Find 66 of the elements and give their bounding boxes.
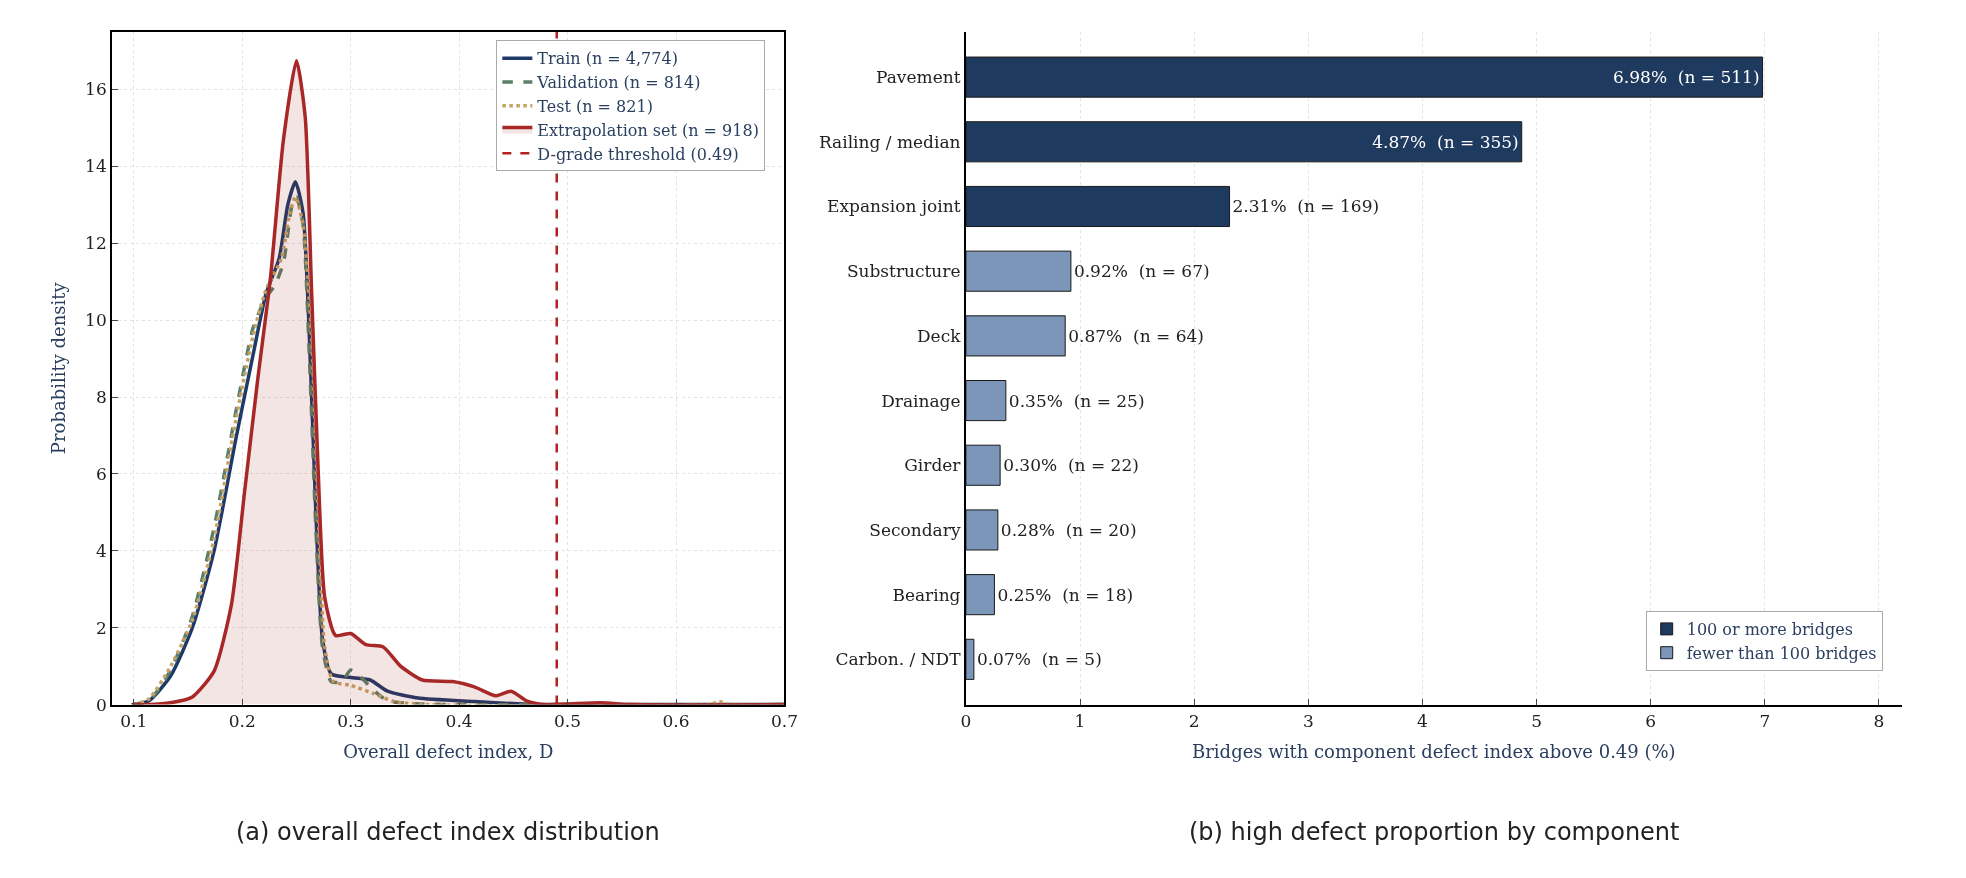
data-label: 0.25% (n = 18) <box>997 584 1134 605</box>
y-tick-label: 8 <box>95 387 107 407</box>
x-tick-label: 0.3 <box>337 711 365 732</box>
x-axis-title: Overall defect index, D <box>343 740 554 762</box>
x-tick-label: 0.6 <box>662 711 690 732</box>
y-tick-label: 14 <box>85 156 107 177</box>
data-label: 0.28% (n = 20) <box>1000 519 1137 540</box>
y-tick-label: Pavement <box>876 67 961 88</box>
bar <box>965 638 975 680</box>
x-tick-label: 8 <box>1873 711 1885 732</box>
x-tick-label: 1 <box>1074 711 1086 732</box>
ref-line-label: D-grade threshold (0.49) <box>537 144 739 164</box>
legend-label: Extrapolation set (n = 918) <box>537 120 759 140</box>
data-label: 0.87% (n = 64) <box>1068 325 1204 346</box>
bar <box>965 315 1066 357</box>
y-tick-label: Carbon. / NDT <box>835 649 962 670</box>
x-axis-title: Bridges with component defect index above 0.49 (%) <box>1192 740 1676 762</box>
text: (a) overall defect index distribution <box>236 818 660 846</box>
y-tick-label: 10 <box>85 310 107 331</box>
bar <box>965 250 1072 292</box>
y-tick-label: Drainage <box>881 390 961 411</box>
x-tick-label: 0.1 <box>120 711 148 732</box>
bar <box>965 574 995 616</box>
legend-label: Test (n = 821) <box>537 96 653 116</box>
y-tick-label: Expansion joint <box>827 196 961 217</box>
legend-label: fewer than 100 bridges <box>1686 643 1877 663</box>
x-tick-label: 0.5 <box>554 711 582 732</box>
legend-label: Validation (n = 814) <box>536 73 701 93</box>
x-tick-label: 5 <box>1531 711 1542 732</box>
data-label: 4.87% (n = 355) <box>1372 131 1519 152</box>
y-tick-label: Deck <box>916 325 962 346</box>
x-tick-label: 2 <box>1188 711 1200 732</box>
y-tick-label: Bearing <box>892 584 961 605</box>
y-tick-label: 4 <box>95 540 107 561</box>
legend-label: 100 or more bridges <box>1686 620 1853 640</box>
y-tick-label: Railing / median <box>818 131 961 152</box>
bar <box>965 121 1523 163</box>
x-tick-label: 0.4 <box>445 711 473 732</box>
x-tick-label: 3 <box>1302 711 1314 732</box>
data-label: 2.31% (n = 169) <box>1232 196 1380 217</box>
y-tick-label: Substructure <box>846 261 961 282</box>
data-label: 0.30% (n = 22) <box>1003 455 1139 476</box>
y-tick-label: Girder <box>904 455 962 476</box>
text: (b) high defect proportion by component <box>1189 818 1680 846</box>
y-tick-label: 16 <box>85 79 107 100</box>
y-tick-label: 0 <box>95 694 107 715</box>
bar <box>965 444 1001 486</box>
x-tick-label: 4 <box>1417 711 1428 732</box>
y-tick-label: 6 <box>95 463 107 484</box>
data-label: 0.07% (n = 5) <box>976 649 1102 670</box>
x-tick-label: 0.7 <box>770 711 798 732</box>
bar <box>965 56 1764 98</box>
data-label: 0.35% (n = 25) <box>1008 390 1145 411</box>
data-label: 6.98% (n = 511) <box>1613 67 1760 88</box>
x-tick-label: 7 <box>1759 711 1771 732</box>
bar <box>965 185 1231 228</box>
y-tick-label: Secondary <box>869 519 961 540</box>
bar <box>965 509 999 551</box>
x-tick-label: 6 <box>1645 711 1657 732</box>
y-tick-label: 12 <box>85 233 107 254</box>
data-label: 0.92% (n = 67) <box>1073 261 1210 282</box>
x-tick-label: 0.2 <box>228 711 256 732</box>
y-tick-label: 2 <box>95 617 107 638</box>
y-axis-title: Probability density <box>47 281 69 455</box>
legend-label: Train (n = 4,774) <box>537 49 678 69</box>
bar <box>965 380 1007 422</box>
